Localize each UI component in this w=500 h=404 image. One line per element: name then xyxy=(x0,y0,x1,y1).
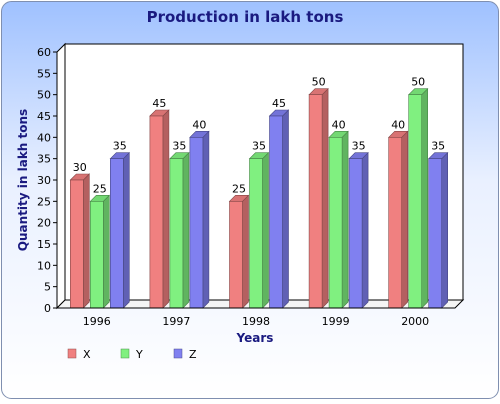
bar-front xyxy=(229,201,243,309)
bar-value-label: 35 xyxy=(352,140,366,153)
bar-front xyxy=(110,158,124,309)
y-tick-label: 25 xyxy=(37,195,51,208)
bar-front xyxy=(348,158,363,309)
bar-front xyxy=(428,158,443,309)
bar-X-1999: 50 xyxy=(308,76,329,309)
bar-X-1998: 25 xyxy=(228,182,250,309)
chart-title: Production in lakh tons xyxy=(147,8,344,26)
bar-X-1997: 45 xyxy=(149,97,170,309)
y-tick-label: 10 xyxy=(37,259,51,272)
bar-side xyxy=(83,173,90,309)
bar-front xyxy=(388,137,403,309)
legend-swatch-X xyxy=(67,348,77,359)
bar-X-1996: 30 xyxy=(69,161,91,309)
y-tick-label: 60 xyxy=(37,46,51,59)
bar-Z-1999: 35 xyxy=(348,140,369,309)
bar-side xyxy=(282,109,289,309)
bar-X-2000: 40 xyxy=(387,118,409,309)
x-tick-label: 2000 xyxy=(401,315,429,328)
bar-Z-1996: 35 xyxy=(109,140,131,309)
bars-group: 30 25 35 45 35 40 25 35 45 50 40 35 40 50 35 xyxy=(69,76,449,309)
y-tick-label: 35 xyxy=(37,153,51,166)
bar-Y-1999: 40 xyxy=(328,118,349,309)
bar-side xyxy=(441,151,449,309)
bar-value-label: 40 xyxy=(332,118,346,131)
y-tick-label: 15 xyxy=(37,238,51,251)
bar-front xyxy=(90,201,104,309)
bar-Z-1997: 40 xyxy=(189,118,210,309)
bar-Z-2000: 35 xyxy=(427,140,449,309)
y-tick-label: 40 xyxy=(37,131,51,144)
x-tick-label: 1997 xyxy=(162,315,190,328)
y-tick-label: 50 xyxy=(37,89,51,102)
x-axis-title: Years xyxy=(236,331,274,345)
bar-value-label: 40 xyxy=(391,118,405,131)
legend-swatch-Z xyxy=(173,348,183,359)
bar-front xyxy=(169,158,184,309)
bar-side xyxy=(321,87,329,309)
bar-side xyxy=(341,130,349,309)
bar-front xyxy=(149,115,164,309)
bar-side xyxy=(401,130,409,309)
y-tick-label: 55 xyxy=(37,67,51,80)
bar-front xyxy=(189,137,204,309)
bar-value-label: 50 xyxy=(411,76,425,89)
bar-side xyxy=(202,130,210,309)
y-tick-label: 20 xyxy=(37,217,51,230)
y-tick-label: 5 xyxy=(44,281,51,294)
bar-side xyxy=(103,194,110,309)
x-axis: 1996 1997 1998 1999 2000 xyxy=(57,307,455,328)
bar-side xyxy=(182,151,190,309)
bar-Y-1996: 25 xyxy=(89,182,111,309)
x-tick-label: 1998 xyxy=(242,315,270,328)
bar-Y-1998: 35 xyxy=(248,140,270,309)
bar-front xyxy=(308,94,323,309)
bar-value-label: 45 xyxy=(152,97,166,110)
legend: X Y Z xyxy=(67,348,197,361)
bar-front xyxy=(328,137,343,309)
legend-label-Y: Y xyxy=(135,348,143,361)
legend-label-X: X xyxy=(83,348,91,361)
bar-value-label: 25 xyxy=(93,182,107,195)
legend-swatch-Y xyxy=(120,348,130,359)
bar-value-label: 35 xyxy=(172,140,186,153)
bar-front xyxy=(70,179,84,309)
x-tick-label: 1996 xyxy=(83,315,111,328)
bar-value-label: 35 xyxy=(252,140,266,153)
x-tick-label: 1999 xyxy=(322,315,350,328)
bar-side xyxy=(162,109,170,309)
bar-Y-2000: 50 xyxy=(407,76,429,309)
bar-value-label: 30 xyxy=(73,161,87,174)
bar-value-label: 35 xyxy=(113,140,127,153)
bar-front xyxy=(249,158,263,309)
legend-label-Z: Z xyxy=(189,348,197,361)
y-axis: 0 5 10 15 20 25 30 35 40 45 50 55 60 xyxy=(37,46,58,315)
bar-value-label: 25 xyxy=(232,182,246,195)
y-tick-label: 30 xyxy=(37,174,51,187)
plot-side-wall xyxy=(56,42,66,310)
bar-value-label: 50 xyxy=(312,76,326,89)
y-tick-label: 0 xyxy=(44,302,51,315)
bar-value-label: 40 xyxy=(192,118,206,131)
y-axis-title: Quantity in lakh tons xyxy=(16,109,30,251)
bar-side xyxy=(242,194,249,309)
bar-side xyxy=(262,151,269,309)
bar-value-label: 45 xyxy=(272,97,286,110)
y-tick-label: 45 xyxy=(37,110,51,123)
bar-front xyxy=(408,94,423,309)
bar-side xyxy=(361,151,369,309)
bar-Z-1998: 45 xyxy=(268,97,290,309)
bar-Y-1997: 35 xyxy=(169,140,190,309)
bar-front xyxy=(269,115,283,309)
bar-value-label: 35 xyxy=(431,140,445,153)
bar-side xyxy=(421,87,429,309)
bar-side xyxy=(123,151,130,309)
